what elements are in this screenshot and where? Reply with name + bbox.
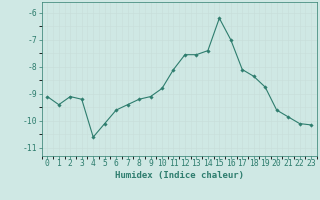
X-axis label: Humidex (Indice chaleur): Humidex (Indice chaleur) <box>115 171 244 180</box>
